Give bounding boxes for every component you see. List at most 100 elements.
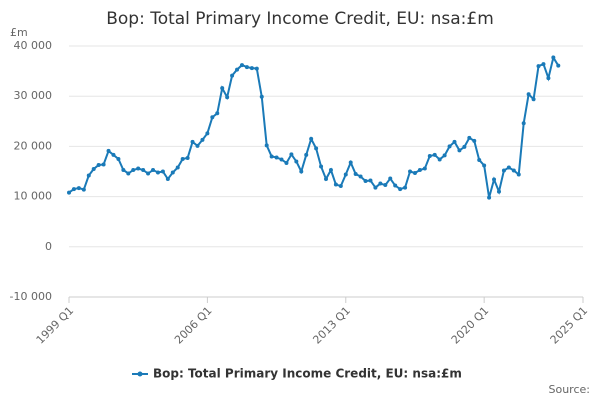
point [175, 165, 180, 170]
point [319, 164, 324, 169]
point [516, 172, 521, 177]
point [71, 187, 76, 192]
point [91, 166, 96, 171]
point [333, 182, 338, 187]
y-tick-label: -10 000 [10, 290, 52, 303]
point [165, 177, 170, 182]
point [96, 162, 101, 167]
point [230, 73, 235, 78]
point [353, 172, 358, 177]
point [531, 97, 536, 102]
point [536, 64, 541, 69]
point [457, 148, 462, 153]
point [412, 171, 417, 176]
point [235, 67, 240, 72]
point [200, 137, 205, 142]
point [378, 181, 383, 186]
point [363, 179, 368, 184]
point [269, 154, 274, 159]
point [76, 186, 81, 191]
point [151, 167, 156, 172]
point [437, 157, 442, 162]
point [368, 178, 373, 183]
point [403, 185, 408, 190]
y-tick-label: 10 000 [14, 190, 53, 203]
point [136, 166, 141, 171]
point [284, 160, 289, 165]
point [131, 167, 136, 172]
point [249, 66, 254, 71]
point [101, 162, 106, 167]
point [482, 163, 487, 168]
point [111, 152, 116, 157]
point [447, 144, 452, 149]
point [452, 139, 457, 144]
point [477, 157, 482, 162]
point [388, 176, 393, 181]
point [338, 184, 343, 189]
point [180, 156, 185, 161]
point [190, 139, 195, 144]
point [299, 169, 304, 174]
y-tick-label: 20 000 [14, 139, 53, 152]
y-tick-label: 0 [45, 240, 52, 253]
point [472, 138, 477, 143]
point [279, 157, 284, 162]
point [556, 63, 561, 68]
point [417, 167, 422, 172]
legend-label: Bop: Total Primary Income Credit, EU: ns… [153, 367, 462, 381]
point [328, 167, 333, 172]
point [358, 174, 363, 179]
point [121, 167, 126, 172]
point [324, 177, 328, 182]
point [116, 156, 121, 161]
point [304, 152, 309, 157]
point [408, 169, 413, 174]
source: Source: [549, 383, 591, 396]
point [239, 63, 244, 68]
point [373, 185, 378, 190]
point [487, 195, 492, 200]
legend-marker [137, 371, 143, 377]
point [210, 115, 215, 120]
point [289, 152, 294, 157]
point [501, 168, 506, 173]
point [294, 159, 299, 164]
point [81, 187, 86, 192]
point [511, 168, 516, 173]
point [541, 62, 546, 67]
point [393, 183, 398, 188]
x-tick-label: 2020 Q1 [449, 304, 492, 347]
point [264, 143, 269, 148]
point [546, 76, 551, 81]
x-tick-label: 1999 Q1 [34, 304, 77, 347]
point [155, 170, 160, 175]
point [309, 136, 314, 141]
point [521, 121, 526, 126]
point [170, 170, 175, 175]
y-tick-label: 40 000 [14, 39, 53, 52]
x-tick-label: 2025 Q1 [548, 304, 591, 347]
point [106, 148, 111, 153]
point [496, 189, 501, 194]
point [506, 165, 511, 170]
point [314, 146, 319, 151]
point [205, 131, 210, 136]
point [126, 171, 131, 176]
point [432, 152, 437, 157]
point [274, 155, 279, 160]
point [244, 65, 249, 70]
point [526, 92, 531, 97]
point [141, 167, 146, 172]
x-tick-label: 2006 Q1 [172, 304, 215, 347]
point [220, 86, 225, 91]
point [225, 95, 230, 100]
point [86, 173, 91, 178]
point [67, 190, 71, 195]
point [422, 166, 427, 171]
point [383, 183, 388, 188]
point [467, 135, 472, 140]
y-tick-label: 30 000 [14, 89, 53, 102]
point [185, 155, 190, 160]
